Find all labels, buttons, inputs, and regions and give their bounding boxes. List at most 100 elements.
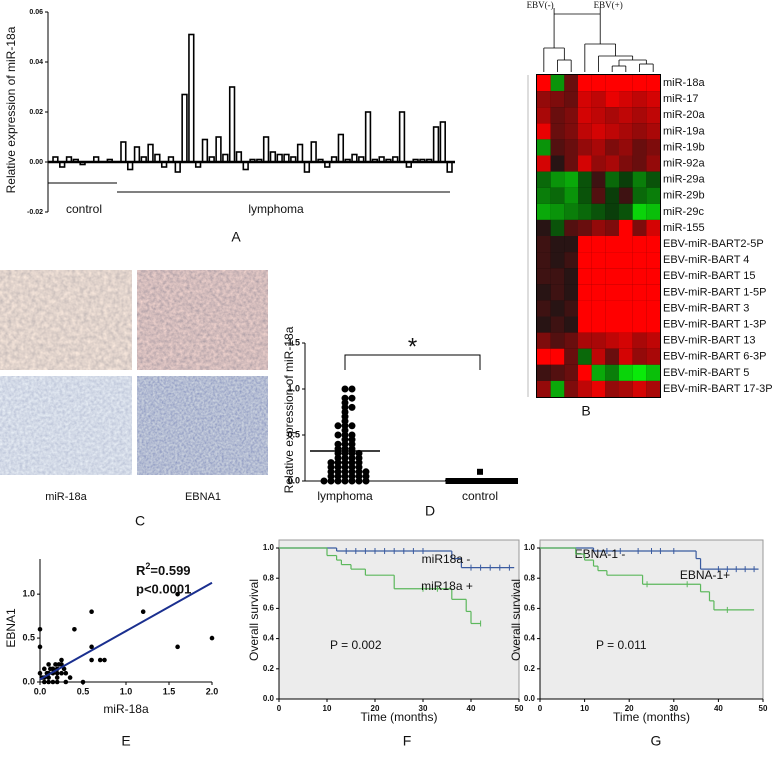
series-label: EBNA-1 - [575, 547, 626, 561]
heatmap-cell [605, 364, 619, 381]
heatmap-cell [605, 203, 619, 220]
heatmap-cell [564, 332, 578, 349]
panel-label: F [403, 733, 412, 749]
column-group-label: EBV(+) [594, 0, 623, 10]
panel-label: G [651, 733, 662, 749]
heatmap-cell [578, 75, 592, 92]
point [63, 679, 69, 685]
fit-line [39, 581, 213, 681]
heatmap-cell [578, 300, 592, 317]
y-axis-label: Overall survival [509, 579, 523, 661]
heatmap-cell [646, 316, 660, 333]
point [67, 675, 73, 680]
heatmap-cell [591, 123, 606, 140]
heatmap-cell [578, 107, 592, 124]
heatmap-cell [550, 171, 565, 188]
row-label: miR-155 [663, 222, 705, 234]
y-tick-label: 0.4 [524, 634, 536, 643]
point [50, 666, 56, 672]
heatmap-cell [605, 268, 619, 285]
heatmap-cell [591, 284, 606, 301]
bar [303, 161, 311, 173]
heatmap-cell [632, 284, 647, 301]
point [53, 662, 58, 667]
heatmap-cell [550, 107, 565, 124]
heatmap-cell [591, 268, 606, 285]
bar [133, 146, 141, 163]
dot [334, 422, 342, 430]
y-tick-label: 0.6 [524, 604, 536, 613]
panel-label: C [135, 513, 145, 529]
row-label: EBV-miR-BART 15 [663, 270, 756, 282]
heatmap-cell [646, 300, 660, 317]
bar [181, 93, 188, 163]
y-tick-label: 0.5 [287, 429, 300, 439]
heatmap-cell [646, 123, 660, 140]
heatmap-cell [550, 252, 565, 269]
heatmap-cell [619, 364, 633, 381]
column-group-label: EBV(-) [527, 0, 554, 10]
x-tick-label: lymphoma [317, 489, 373, 503]
heatmap-cell [632, 348, 647, 365]
point [42, 679, 47, 685]
heatmap-cell [550, 75, 565, 92]
significance-mark: * [408, 333, 417, 360]
dot [348, 422, 356, 430]
series-label: miR18a - [422, 552, 471, 566]
row-label: EBV-miR-BART 5 [663, 367, 749, 379]
x-tick-label: 20 [625, 704, 634, 713]
p-value: P = 0.011 [596, 638, 647, 652]
heatmap-cell [632, 203, 647, 220]
heatmap-cell [537, 91, 551, 108]
micrograph [137, 376, 268, 475]
heatmap-cell [632, 75, 647, 92]
x-tick-label: 2.0 [206, 686, 219, 696]
heatmap-cell [550, 236, 565, 253]
heatmap-cell [605, 139, 619, 156]
y-tick-label: 0.4 [263, 634, 275, 643]
row-label: miR-29a [663, 174, 705, 186]
significance-bracket [344, 354, 481, 370]
heatmap-cell [578, 219, 592, 236]
bar [235, 151, 243, 163]
heatmap-cell [605, 332, 619, 349]
micrograph [0, 376, 132, 475]
plot-background [278, 539, 520, 700]
row-label: miR-19a [663, 125, 705, 137]
heatmap-cell [564, 236, 578, 253]
point [89, 609, 94, 615]
point [140, 609, 146, 615]
point [54, 670, 60, 676]
y-tick-label: 0.8 [263, 573, 275, 582]
heatmap-cell [537, 284, 551, 301]
dot [348, 403, 356, 411]
heatmap-cell [619, 300, 633, 317]
heatmap-cell [537, 252, 551, 269]
heatmap-cell [605, 284, 619, 301]
x-tick-label: 50 [515, 704, 524, 713]
heatmap-cell [619, 316, 633, 333]
series-label: miR18a + [421, 579, 473, 593]
heatmap-cell [605, 75, 619, 92]
row-label: EBV-miR-BART 6-3P [663, 351, 767, 363]
bar [188, 33, 195, 163]
point [89, 657, 94, 663]
point [209, 635, 215, 641]
point [37, 670, 43, 676]
heatmap-cell [550, 123, 565, 140]
heatmap-cell [537, 364, 551, 381]
r-squared-base: R [136, 563, 146, 578]
heatmap-cell [605, 236, 619, 253]
row-label: miR-29b [663, 190, 705, 202]
point [50, 679, 56, 685]
x-tick-label: 0.5 [77, 686, 90, 696]
x-tick-label: 30 [669, 704, 678, 713]
row-label: EBV-miR-BART 13 [663, 335, 756, 347]
heatmap-cell [605, 171, 619, 188]
heatmap-cell [619, 187, 633, 204]
heatmap-cell [646, 219, 660, 236]
x-tick-label: 1.5 [163, 686, 176, 696]
heatmap-cell [591, 139, 606, 156]
x-axis-label: Time (months) [361, 710, 438, 724]
point [175, 591, 180, 597]
